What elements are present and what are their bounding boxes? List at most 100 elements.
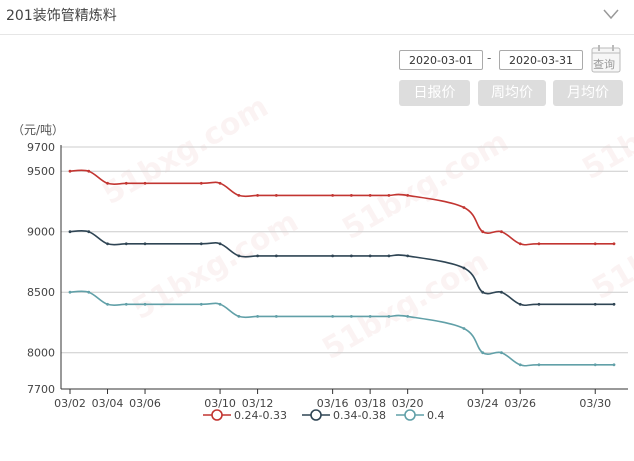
legend-label: 0.4 [427,408,445,422]
data-point [68,230,72,234]
series-line-1 [69,169,614,246]
data-point [199,242,203,246]
x-tick-label: 03/26 [504,397,536,410]
legend-symbol [203,409,231,421]
data-point [406,194,410,197]
query-button[interactable] [591,45,621,73]
data-point [593,302,597,306]
query-label: 查询 [593,58,615,71]
data-point [406,315,410,318]
data-point [387,194,391,197]
data-point [237,315,241,318]
data-point [462,206,466,209]
data-point [593,363,597,367]
start-date-input[interactable] [399,50,483,70]
weekly-average-button[interactable]: 周均价 [478,80,546,106]
chart-title: 201装饰管精炼料 [6,8,117,24]
legend-item[interactable]: 0.24-0.33 [203,405,287,425]
data-point [331,194,335,197]
x-tick-label: 03/24 [467,397,499,410]
y-tick-label: 9000 [27,226,55,239]
x-tick-label: 03/18 [354,397,386,410]
data-point [537,302,541,306]
data-point [518,302,522,306]
data-point [500,290,503,294]
data-point [612,302,616,306]
watermark-text: 51bxg.com [587,184,634,307]
data-point [143,302,147,306]
data-point [349,194,353,197]
monthly-average-button[interactable]: 月均价 [553,80,623,106]
data-point [368,315,372,318]
legend-label: 0.24-0.33 [234,408,287,422]
data-point [274,194,278,197]
daily-price-button[interactable]: 日报价 [399,80,470,106]
data-point [124,181,128,185]
y-tick-label: 8000 [27,347,55,360]
data-point [87,290,91,294]
data-point [500,351,503,355]
legend-label: 0.34-0.38 [333,408,386,422]
data-point [481,351,485,355]
data-point [199,181,203,185]
watermark-text: 51bxg.com [317,244,495,367]
legend-item[interactable]: 0.4 [396,405,445,425]
data-point [124,242,128,246]
series-line-2 [69,229,614,307]
data-point [537,242,541,246]
data-point [87,230,91,234]
data-point [387,315,391,318]
data-point [537,363,541,367]
data-point [106,302,109,306]
chart-axes: 7700 8000 8500 9000 9500 9700 03/02 03/04 03/06 0… [27,141,628,410]
data-point [274,254,278,258]
data-point [143,242,147,246]
calendar-icon [591,45,621,73]
date-separator: - [487,51,492,65]
data-point [462,266,466,270]
data-point [106,242,109,246]
data-point [237,254,241,258]
legend-symbol [302,409,330,421]
data-point [406,254,410,258]
data-point [274,315,278,318]
x-tick-label: 03/12 [242,397,274,410]
y-axis-unit: （元/吨） [12,123,65,137]
data-point [87,169,91,173]
data-point [368,254,372,258]
chart-series [68,169,616,367]
data-point [500,230,503,234]
y-tick-label: 9700 [27,141,55,154]
data-point [68,290,72,294]
x-tick-label: 03/06 [129,397,161,410]
watermark-text: 51bxg.com [97,89,275,212]
data-point [218,302,222,306]
x-tick-label: 03/10 [204,397,236,410]
data-point [106,181,109,185]
data-point [218,242,222,246]
x-tick-label: 03/16 [317,397,349,410]
data-point [331,315,335,318]
data-point [481,230,485,234]
legend-symbol [396,409,424,421]
data-point [237,194,241,197]
x-tick-label: 03/04 [92,397,124,410]
data-point [368,194,372,197]
data-point [124,302,128,306]
data-point [481,290,485,294]
y-tick-label: 7700 [27,383,55,396]
chevron-down-icon[interactable] [600,4,622,24]
legend-item[interactable]: 0.34-0.38 [302,405,386,425]
data-point [349,254,353,258]
data-point [218,181,222,185]
data-point [593,242,597,246]
data-point [256,254,259,258]
data-point [68,169,72,173]
y-tick-label: 9500 [27,165,55,178]
watermark-text: 51bxg.com [577,64,634,187]
data-point [349,315,353,318]
end-date-input[interactable] [499,50,583,70]
header-divider [0,34,634,35]
